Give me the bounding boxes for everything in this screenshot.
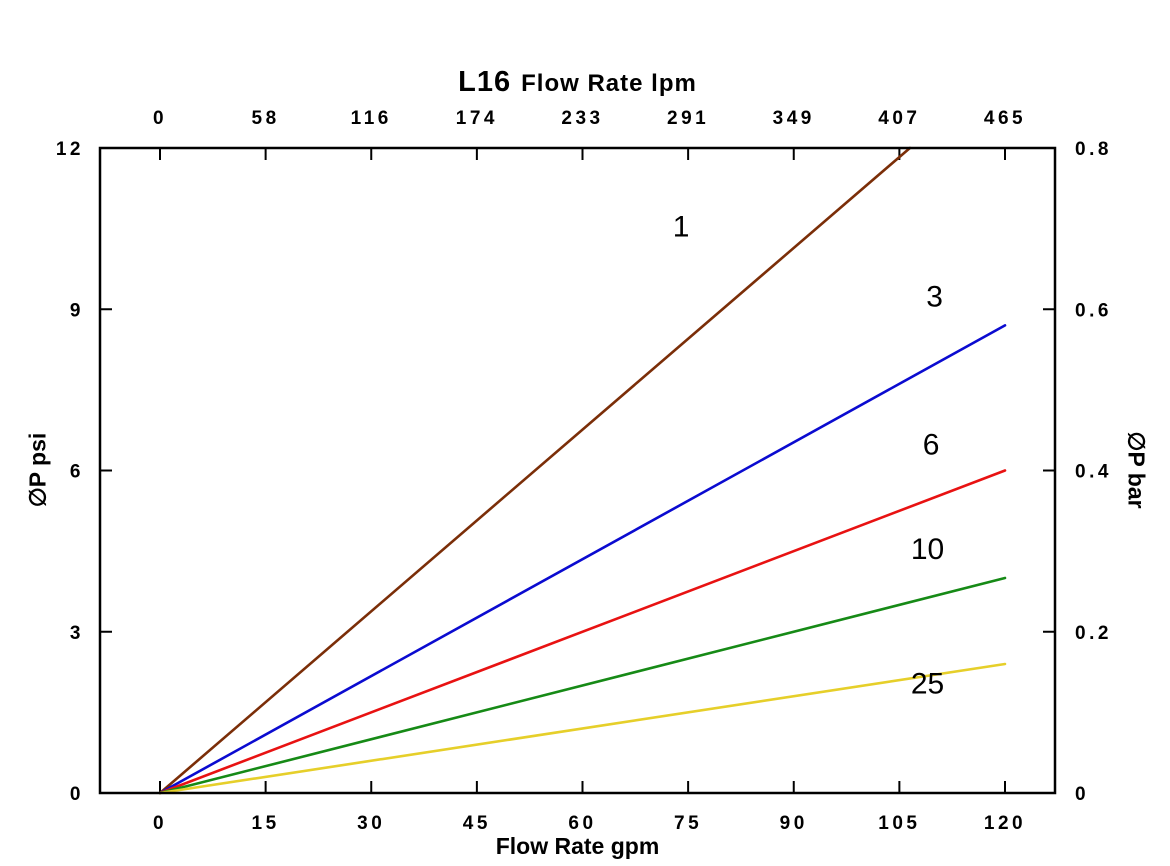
top-tick-label: 465	[984, 108, 1026, 129]
series-line-3	[158, 324, 1007, 795]
y-right-tick-label: 0.8	[1075, 139, 1112, 160]
y-right-tick-label: 0.6	[1075, 300, 1112, 321]
x-tick-label: 60	[568, 813, 596, 834]
x-tick-label: 15	[252, 813, 280, 834]
y-right-tick-label: 0.2	[1075, 623, 1112, 644]
y-left-tick-label: 0	[70, 784, 84, 805]
series-label-6: 6	[923, 428, 940, 461]
bottom-axis-label: Flow Rate gpm	[495, 833, 660, 859]
y-left-tick-label: 9	[70, 300, 84, 321]
y-left-tick-label: 6	[70, 462, 84, 483]
left-axis-label: ∅P psi	[24, 432, 51, 508]
top-tick-label: 349	[773, 108, 815, 129]
x-tick-label: 90	[780, 813, 808, 834]
plot-frame	[98, 146, 1057, 795]
series-line-25	[158, 662, 1007, 795]
y-right-tick-label: 0.4	[1075, 462, 1112, 483]
top-tick-label: 291	[667, 108, 709, 129]
top-tick-label: 174	[456, 108, 498, 129]
series-label-25: 25	[911, 668, 944, 701]
top-tick-label: 233	[561, 108, 603, 129]
y-left-tick-label: 3	[70, 623, 84, 644]
top-tick-label: 0	[153, 108, 167, 129]
chart-title: L16 Flow Rate lpm	[100, 66, 1055, 99]
x-tick-label: 75	[674, 813, 702, 834]
series-line-10	[158, 576, 1007, 795]
series-label-1: 1	[673, 211, 690, 244]
top-tick-label: 407	[878, 108, 920, 129]
y-right-tick-label: 0	[1075, 784, 1089, 805]
top-tick-label: 116	[351, 108, 392, 129]
x-tick-label: 0	[153, 813, 167, 834]
x-tick-label: 120	[984, 813, 1026, 834]
x-tick-label: 45	[463, 813, 491, 834]
y-left-tick-label: 12	[56, 139, 84, 160]
x-tick-label: 30	[357, 813, 385, 834]
series-label-10: 10	[911, 533, 944, 566]
series-line-6	[158, 469, 1007, 795]
model-code: L16	[458, 66, 512, 98]
x-tick-label: 105	[878, 813, 920, 834]
series-line-1	[158, 146, 912, 795]
top-axis-title: Flow Rate lpm	[521, 70, 697, 97]
series-label-3: 3	[926, 281, 943, 314]
top-tick-label: 58	[252, 108, 280, 129]
right-axis-label: ∅P bar	[1123, 431, 1150, 509]
